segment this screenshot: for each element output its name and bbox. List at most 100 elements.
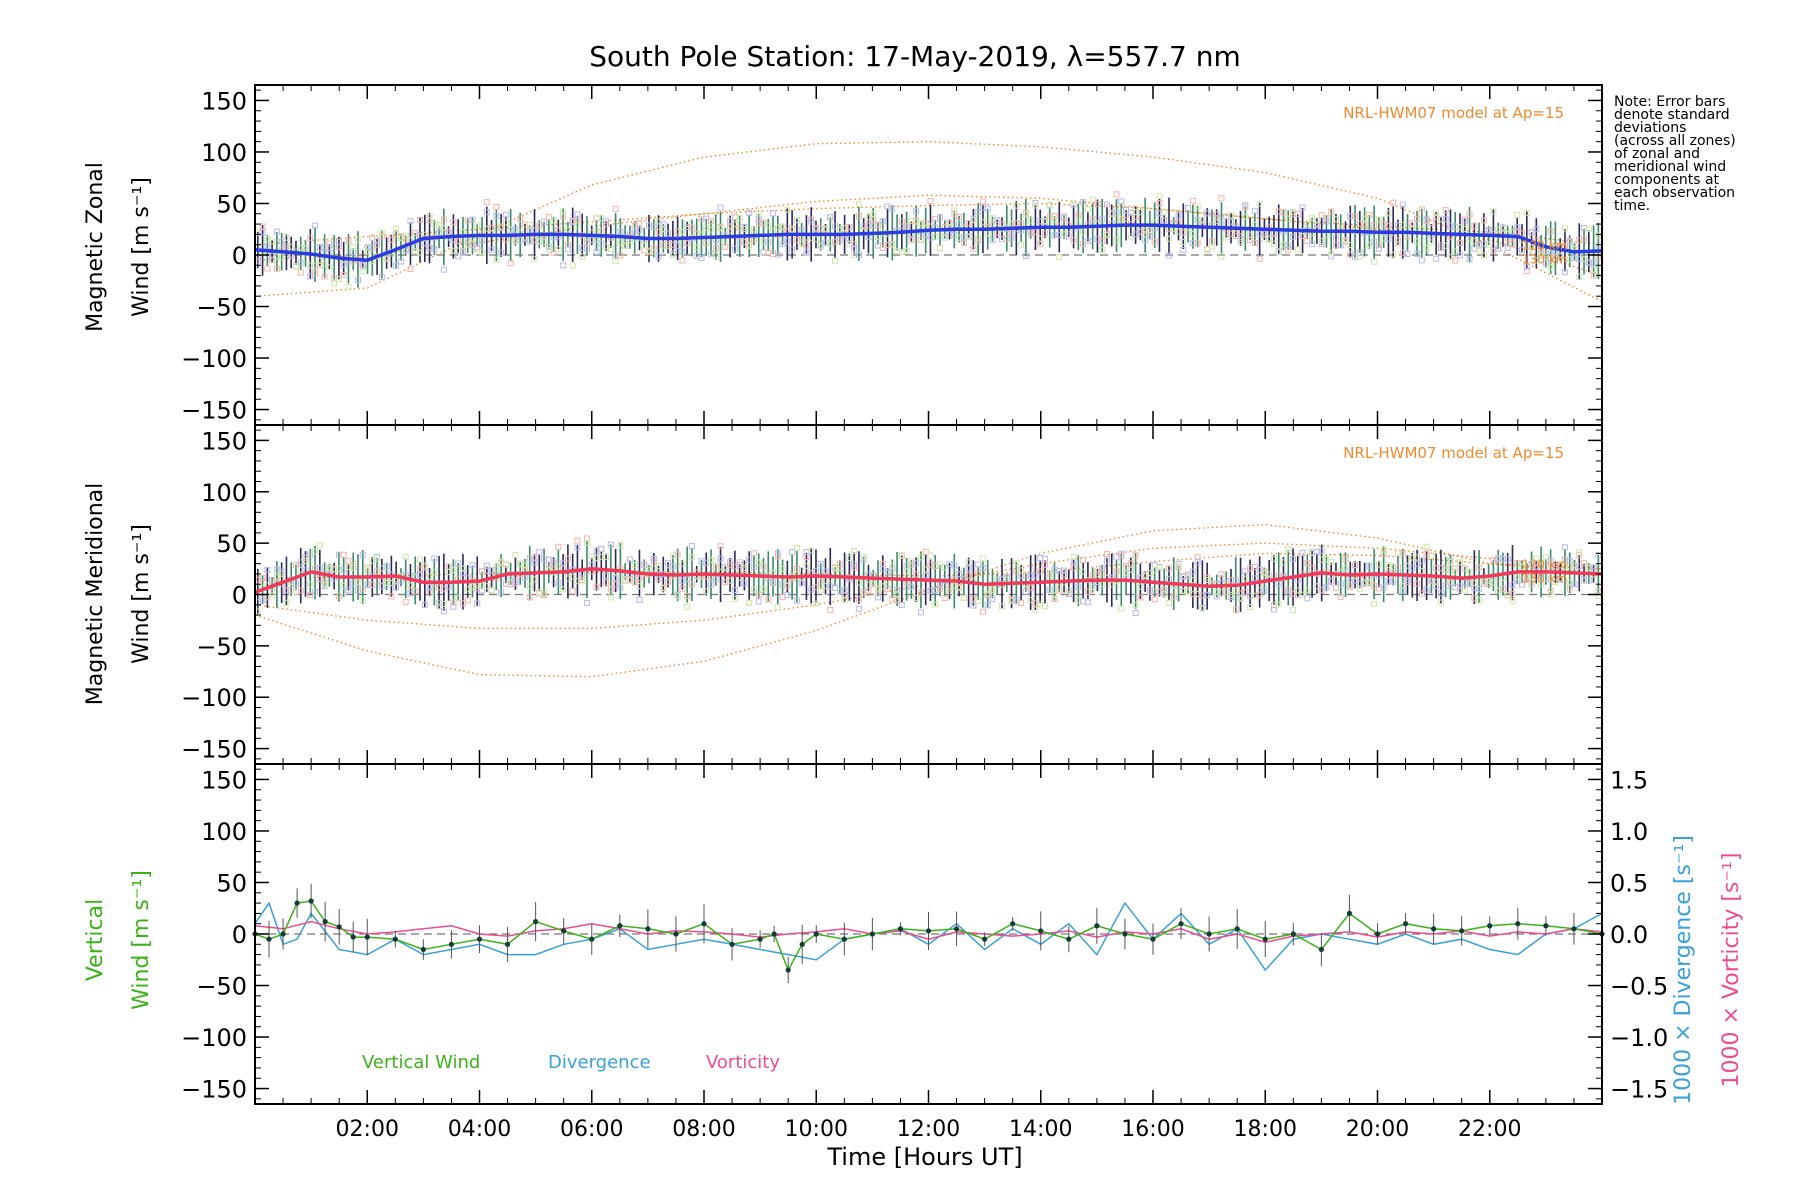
zone-point	[855, 200, 862, 207]
zone-point	[903, 247, 910, 254]
zone-point	[984, 590, 991, 597]
zone-point	[579, 578, 586, 585]
zone-point	[793, 597, 800, 604]
zone-point	[1394, 237, 1401, 244]
x-tick-label: 22:00	[1458, 1117, 1521, 1142]
zone-point	[855, 251, 862, 258]
zone-point	[1547, 228, 1554, 235]
zone-point	[1509, 590, 1516, 597]
zone-point	[927, 198, 934, 205]
zone-point	[312, 548, 319, 555]
zone-point	[722, 244, 729, 251]
zone-point	[517, 215, 524, 222]
zone-point	[851, 561, 858, 568]
y-tick-label: 0	[232, 242, 247, 270]
zone-point	[865, 587, 872, 594]
zone-point	[650, 223, 657, 230]
zone-point	[937, 581, 944, 588]
zone-point	[1514, 560, 1521, 567]
zone-point	[502, 211, 509, 218]
vertical-wind-point	[1402, 921, 1409, 927]
vertical-wind-point	[392, 936, 398, 942]
zone-point	[1418, 590, 1425, 597]
zone-point	[941, 234, 948, 241]
vertical-ylabel-line2: Wind [m s⁻¹]	[129, 870, 154, 1010]
zone-point	[1223, 234, 1230, 241]
zone-point	[483, 209, 490, 216]
zone-point	[674, 551, 681, 558]
vertical-wind-point	[294, 900, 300, 906]
zone-point	[1151, 596, 1158, 603]
zone-point	[917, 236, 924, 243]
zone-point	[1461, 218, 1468, 225]
zone-point	[1099, 569, 1106, 576]
zone-point	[1275, 601, 1282, 608]
zone-point	[1547, 591, 1554, 598]
zone-point	[1213, 214, 1220, 221]
zone-point	[288, 243, 295, 250]
note-line: meridional wind	[1614, 159, 1727, 175]
vertical-wind-point	[841, 936, 847, 942]
vertical-wind-point	[1571, 926, 1577, 932]
vertical-wind-point	[1094, 923, 1100, 929]
zone-point	[1490, 208, 1497, 215]
zone-point	[1204, 210, 1211, 217]
vertical-wind-point	[813, 931, 819, 937]
zonal-ylabel-line2: Wind [m s⁻¹]	[129, 177, 154, 317]
vertical-wind-point	[1459, 928, 1465, 934]
zone-point	[273, 265, 280, 272]
zone-point	[1461, 586, 1468, 593]
zone-point	[498, 223, 505, 230]
zone-point	[784, 592, 791, 599]
zone-point	[688, 224, 695, 231]
zone-point	[512, 578, 519, 585]
zone-point	[1275, 249, 1282, 256]
zone-point	[874, 594, 881, 601]
zone-point	[979, 564, 986, 571]
zone-point	[269, 576, 276, 583]
x-tick-label: 06:00	[560, 1117, 623, 1142]
zone-point	[841, 592, 848, 599]
zone-point	[1337, 593, 1344, 600]
zone-point	[803, 242, 810, 249]
zone-point	[812, 584, 819, 591]
zone-point	[335, 593, 342, 600]
zone-point	[593, 583, 600, 590]
right-tick-label: 1.5	[1610, 766, 1648, 794]
zone-point	[960, 594, 967, 601]
zone-point	[603, 572, 610, 579]
zone-point	[1013, 559, 1020, 566]
zone-point	[679, 560, 686, 567]
zone-point	[1218, 195, 1225, 202]
zone-point	[1437, 590, 1444, 597]
model-altitude-label: 120 km	[1522, 558, 1567, 572]
zone-point	[1218, 253, 1225, 260]
vertical-wind-point	[673, 931, 679, 937]
zone-point	[417, 571, 424, 578]
zone-point	[1485, 227, 1492, 234]
zone-point	[1328, 558, 1335, 565]
zone-point	[369, 234, 376, 241]
zone-point	[612, 575, 619, 582]
zone-point	[378, 583, 385, 590]
zone-point	[493, 212, 500, 219]
zone-point	[1581, 560, 1588, 567]
zone-point	[1285, 546, 1292, 553]
zone-point	[1084, 206, 1091, 213]
zone-point	[321, 581, 328, 588]
zone-point	[431, 246, 438, 253]
zone-point	[779, 565, 786, 572]
zone-point	[412, 229, 419, 236]
zone-point	[1237, 238, 1244, 245]
zone-point	[1566, 239, 1573, 246]
zone-point	[841, 596, 848, 603]
zone-point	[1270, 606, 1277, 613]
zone-point	[1404, 251, 1411, 258]
note-line: of zonal and	[1614, 146, 1700, 162]
zone-point	[469, 216, 476, 223]
vertical-wind-point	[448, 941, 455, 947]
zone-point	[264, 566, 271, 573]
zone-point	[1480, 217, 1487, 224]
zone-point	[898, 602, 905, 609]
zone-point	[665, 559, 672, 566]
